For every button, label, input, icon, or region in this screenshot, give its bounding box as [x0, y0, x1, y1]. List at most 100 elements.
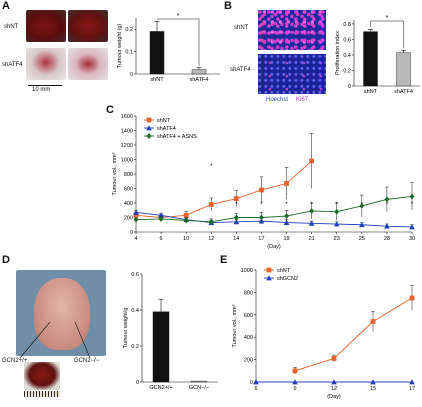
data-point [409, 295, 415, 301]
legend-marker [146, 117, 152, 123]
x-tick-label: 6 [160, 236, 163, 242]
series-line [135, 160, 312, 218]
x-tick-label: 17 [409, 386, 415, 392]
data-point [259, 187, 264, 193]
x-tick-label: shNT [150, 77, 164, 83]
x-tick-label: GCN2+/+ [149, 385, 172, 391]
data-point [309, 207, 315, 214]
x-tick-label: 14 [233, 236, 239, 242]
ruler [24, 391, 60, 397]
bar [190, 380, 208, 383]
y-tick-label: 0 [130, 72, 133, 78]
y-axis-label: Tumour weight/g [123, 308, 129, 349]
data-point [284, 181, 289, 186]
stain-label-ki67: Ki67 [296, 97, 309, 103]
data-point [233, 214, 239, 221]
legend-label: shATF4 + ASNS [157, 134, 197, 140]
chart-tumour-weight-gcn2: 0 0.2 0.4 0.6 GCN2+/+ GCN−/− Tumour weight/g [123, 272, 218, 391]
arrow-wt [19, 321, 51, 359]
legend-label: shATF4 [157, 126, 176, 132]
chart-tumour-weight: 0 0.1 0.2 shNT shATF4 Tumour weight (g) * [117, 13, 220, 83]
x-tick-label: 17 [258, 236, 264, 242]
genotype-label-wt: GCN2+/+ [2, 358, 28, 364]
micrograph-shnt [258, 10, 326, 50]
significance-star: * [235, 202, 238, 208]
significance-star: * [336, 202, 339, 208]
data-point [292, 379, 298, 385]
y-tick-label: 0.4 [131, 308, 139, 314]
x-tick-label: 9 [293, 386, 296, 392]
y-tick-label: 400 [244, 335, 253, 341]
significance-star: * [361, 202, 364, 208]
x-tick-label: shATF4 [394, 89, 413, 95]
series-line [135, 211, 413, 228]
significance-star: * [386, 202, 389, 208]
significance-star: * [177, 13, 180, 20]
data-point [384, 196, 390, 203]
y-tick-label: 1000 [241, 268, 253, 274]
x-tick-label: 23 [334, 236, 340, 242]
significance-star: * [386, 15, 389, 22]
y-axis-label: Proliferation index [335, 31, 341, 75]
y-tick-label: 200 [244, 358, 253, 364]
data-point [183, 217, 189, 224]
micrograph-row-label-shatf4: shATF4 [230, 67, 251, 73]
y-tick-label: 200 [124, 216, 133, 222]
x-tick-label: 12 [208, 236, 214, 242]
panel-letter-d: D [2, 254, 10, 266]
bar [363, 31, 378, 87]
y-tick-label: 0 [348, 84, 351, 90]
panel-letter-e: E [220, 254, 228, 266]
genotype-label-ko: GCN2−/− [74, 358, 100, 364]
significance-bracket [156, 18, 200, 66]
data-point [331, 356, 337, 361]
micrograph-row-label-shnt: shNT [234, 25, 249, 31]
stain-label-hoechst: Hoechst [266, 97, 289, 103]
y-axis-label: Tumour weight (g) [117, 24, 123, 69]
scale-bar-label: 10 mm [32, 87, 51, 93]
y-tick-label: 0 [250, 380, 253, 386]
data-point [283, 219, 290, 225]
data-point [409, 224, 415, 230]
x-tick-label: 30 [409, 236, 415, 242]
data-point [334, 208, 340, 215]
significance-bracket [370, 20, 404, 49]
data-point [308, 220, 315, 226]
data-point [133, 216, 139, 223]
data-point [253, 379, 259, 385]
x-tick-label: 25 [359, 236, 365, 242]
data-point [409, 193, 415, 200]
significance-star: * [285, 202, 288, 208]
x-tick-label: 6 [254, 386, 257, 392]
y-tick-label: 0.2 [343, 68, 351, 74]
y-axis-label: Tumour vol., mm³ [112, 152, 118, 195]
panel-letter-a: A [2, 0, 10, 12]
mouse-photo [34, 278, 90, 350]
series-line [135, 196, 413, 223]
legend-label: shNT [157, 118, 171, 124]
data-point [384, 223, 390, 229]
y-tick-label: 600 [124, 187, 133, 193]
arrow-ko [74, 321, 91, 359]
y-tick-label: 800 [124, 172, 133, 178]
significance-star: * [310, 202, 313, 208]
y-tick-label: 1200 [121, 143, 133, 149]
x-tick-label: GCN−/− [189, 385, 209, 391]
y-tick-label: 400 [124, 201, 133, 207]
data-point [284, 213, 289, 220]
data-point [208, 202, 214, 207]
y-tick-label: 0 [136, 380, 139, 386]
y-tick-label: 0.4 [343, 53, 351, 59]
x-tick-label: 21 [309, 236, 315, 242]
x-tick-label: shNT [364, 89, 378, 95]
panel-letter-b: B [224, 0, 232, 12]
legend-marker [266, 275, 272, 281]
legend-label: shGCN2 [277, 276, 298, 282]
y-tick-label: 800 [244, 290, 253, 296]
chart-tumour-volume-c: 0 200 400 600 800 1000 1200 1400 1600 4 6 10 12 14 17 1… [112, 114, 415, 250]
data-point [158, 215, 164, 222]
tumour-photo-shnt-2 [68, 10, 108, 42]
data-point [333, 221, 340, 227]
significance-star: * [411, 202, 414, 208]
row-label-shnt: shNT [4, 24, 19, 30]
